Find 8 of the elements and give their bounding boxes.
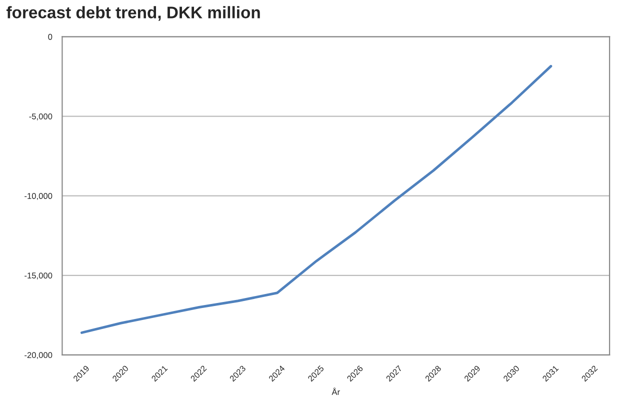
y-tick-label: -10,000 [24, 193, 52, 200]
line-series [80, 64, 552, 334]
y-tick-label: -20,000 [24, 352, 52, 360]
y-tick-label: 0 [48, 34, 52, 40]
chart-title: forecast debt trend, DKK million [6, 6, 260, 21]
x-axis-title: År [332, 388, 340, 395]
y-tick-label: -5,000 [29, 113, 52, 120]
y-tick-label: -15,000 [24, 272, 52, 280]
